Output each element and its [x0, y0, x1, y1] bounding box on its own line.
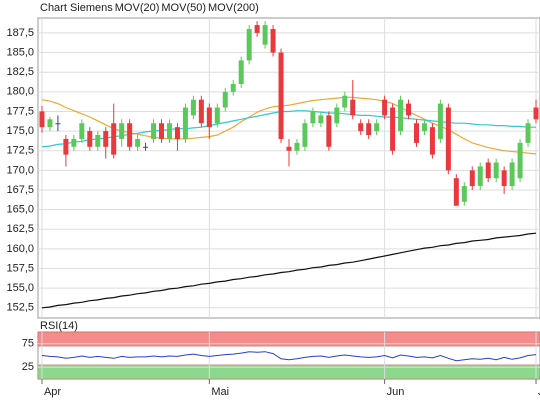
- candle-body: [127, 123, 133, 147]
- y-tick-label: 152,5: [6, 302, 34, 314]
- candle-body: [294, 142, 300, 151]
- x-tick-label: Jun: [387, 386, 405, 398]
- x-tick-label: Mai: [211, 386, 229, 398]
- y-tick-label: 162,5: [6, 223, 34, 235]
- legend-entry: MOV(50): [161, 2, 206, 14]
- candle-body: [302, 123, 308, 147]
- candle-body: [254, 25, 260, 33]
- candle-body: [230, 83, 236, 92]
- x-tick-label: J: [538, 386, 540, 398]
- candle-body: [461, 186, 467, 202]
- y-tick-label: 167,5: [6, 184, 34, 196]
- candle-body: [493, 162, 499, 179]
- candle-body: [398, 99, 404, 132]
- candle-body: [525, 123, 531, 143]
- candle-body: [151, 123, 157, 139]
- y-tick-label: 182,5: [6, 66, 34, 78]
- candle-body: [111, 123, 117, 155]
- candle-body: [79, 123, 85, 139]
- candle-body: [374, 123, 380, 132]
- candle-body: [366, 123, 372, 136]
- panel-title: RSI(14): [40, 320, 78, 332]
- candle-body: [390, 107, 396, 151]
- y-tick-label: 180,0: [6, 86, 34, 98]
- y-tick-label: 25: [22, 361, 34, 373]
- candle-body: [342, 95, 348, 108]
- rsi-band: [37, 364, 540, 380]
- candle-body: [55, 123, 61, 125]
- y-tick-label: 165,0: [6, 204, 34, 216]
- candle-body: [533, 107, 539, 120]
- candle-body: [95, 135, 101, 147]
- plot-area: [37, 17, 540, 319]
- candle-body: [103, 131, 109, 147]
- candle-body: [350, 99, 356, 116]
- candle-body: [246, 28, 252, 61]
- candle-body: [509, 162, 515, 187]
- candle-body: [39, 111, 45, 128]
- candle-body: [47, 119, 53, 128]
- candle-body: [318, 115, 324, 124]
- candle-body: [421, 123, 427, 132]
- candle-body: [477, 166, 483, 187]
- candle-body: [87, 131, 93, 147]
- candle-body: [238, 60, 244, 84]
- candle-body: [485, 162, 491, 179]
- y-tick-label: 170,0: [6, 164, 34, 176]
- candle-body: [182, 107, 188, 139]
- candle-body: [382, 99, 388, 116]
- candle-body: [71, 138, 77, 147]
- y-tick-label: 155,0: [6, 282, 34, 294]
- candle-body: [501, 170, 507, 187]
- candle-body: [262, 25, 268, 45]
- candle-body: [270, 28, 276, 53]
- candle-body: [445, 107, 451, 171]
- moving-average: [41, 232, 537, 309]
- candle-body: [406, 103, 412, 116]
- candle-body: [413, 123, 419, 143]
- candle-body: [469, 170, 475, 187]
- rsi-line: [41, 351, 537, 362]
- moving-average: [41, 96, 537, 155]
- y-tick-label: 175,0: [6, 125, 34, 137]
- legend-entry: Chart Siemens: [40, 2, 113, 14]
- candle-body: [278, 52, 284, 139]
- candle-body: [190, 99, 196, 116]
- candle-body: [214, 107, 220, 124]
- candle-body: [437, 103, 443, 139]
- candle-body: [198, 99, 204, 124]
- rsi-band: [37, 331, 540, 347]
- y-tick-label: 172,5: [6, 145, 34, 157]
- candle-body: [166, 123, 172, 139]
- candle-body: [517, 142, 523, 179]
- moving-average: [41, 110, 536, 148]
- candle-body: [453, 178, 459, 206]
- candle-body: [206, 107, 212, 128]
- candle-body: [326, 115, 332, 147]
- candle-body: [358, 123, 364, 132]
- y-tick-label: 187,5: [6, 27, 34, 39]
- candle-body: [143, 146, 149, 148]
- x-tick-label: Apr: [44, 386, 61, 398]
- y-tick-label: 157,5: [6, 262, 34, 274]
- candle-body: [119, 123, 125, 139]
- candle-body: [135, 138, 141, 147]
- candle-body: [63, 138, 69, 155]
- candle-body: [286, 146, 292, 151]
- candle-body: [174, 127, 180, 139]
- candle-body: [310, 111, 316, 124]
- legend-entry: MOV(20): [115, 2, 160, 14]
- y-tick-label: 160,0: [6, 243, 34, 255]
- candle-body: [222, 91, 228, 108]
- legend-entry: MOV(200): [208, 2, 259, 14]
- y-tick-label: 177,5: [6, 105, 34, 117]
- candle-body: [429, 127, 435, 155]
- y-tick-label: 185,0: [6, 46, 34, 58]
- y-tick-label: 75: [22, 338, 34, 350]
- candle-body: [334, 107, 340, 124]
- candle-body: [159, 123, 165, 139]
